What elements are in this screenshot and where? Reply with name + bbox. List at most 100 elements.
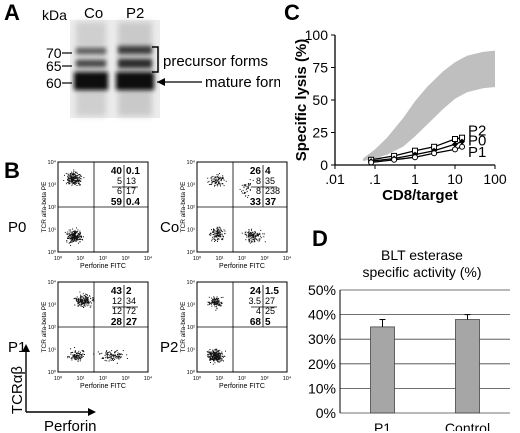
band-p2-mature <box>116 72 154 90</box>
y-tick-label: 10⁰ <box>48 369 57 376</box>
flow-sample-label: P1 <box>8 339 26 356</box>
data-point <box>459 138 466 145</box>
inner-bl-value: 6 <box>117 186 122 196</box>
marker-65: 65 <box>46 58 62 74</box>
data-point <box>431 150 438 157</box>
y-tick-label: 10² <box>48 205 56 211</box>
inner-tl-value: 8 <box>256 176 261 186</box>
band-co-70 <box>76 48 106 54</box>
y-tick-label: 10³ <box>48 183 56 189</box>
inner-tr-value: 34 <box>126 296 136 306</box>
inner-bl-value: 8 <box>256 186 261 196</box>
x-tick-label: 10³ <box>122 256 130 262</box>
cytotoxicity-chart: 0 25 50 75 100 .01 .1 1 10 100 CD8/target Specific … <box>293 27 507 204</box>
inner-br-value: 238 <box>265 186 280 196</box>
quadrant-tl-value: 24 <box>250 286 262 297</box>
x-tick-label: .1 <box>369 171 381 187</box>
y-tick-label: 10⁴ <box>187 159 196 166</box>
panel-letter-a: A <box>4 0 20 25</box>
x-tick-label: 10² <box>238 256 246 262</box>
y-tick-label: 20% <box>308 356 336 372</box>
flow-y-label: TCR alfa-beta PE <box>41 301 48 353</box>
western-blot-panel: kDa Co P2 70 65 60 precursor forms matur… <box>42 5 280 118</box>
quadrant-tr-value: 1.5 <box>265 286 279 297</box>
outer-x-label: Perforin <box>44 418 97 433</box>
normal-range-band <box>363 50 495 162</box>
category-label: P1 <box>374 420 391 431</box>
x-tick-label: 10² <box>99 256 107 262</box>
y-tick-label: 10⁴ <box>187 279 196 286</box>
y-tick-label: 10² <box>48 325 56 331</box>
x-tick-label: 10 <box>447 171 463 187</box>
y-tick-label: 10¹ <box>48 228 56 234</box>
y-tick-label: 10² <box>187 325 195 331</box>
x-tick-label: 10³ <box>261 256 269 262</box>
lane-label-co: Co <box>84 5 103 22</box>
data-point <box>452 136 458 142</box>
y-tick-label: 10³ <box>187 183 195 189</box>
band-co-mature <box>74 72 108 90</box>
x-tick-label: 10¹ <box>216 256 224 262</box>
flow-events <box>206 296 226 365</box>
chart-title: BLT esterase <box>381 248 463 263</box>
x-tick-label: 10¹ <box>77 256 85 262</box>
flow-y-label: TCR alfa-beta PE <box>180 181 187 233</box>
x-tick-label: 100 <box>483 171 507 187</box>
marker-70: 70 <box>46 45 62 61</box>
x-tick-label: 10¹ <box>216 376 224 382</box>
marker-60: 60 <box>46 75 62 91</box>
inner-bl-value: 12 <box>112 306 122 316</box>
quadrant-tr-value: 2 <box>126 286 132 297</box>
flow-y-label: TCR alfa-beta PE <box>41 181 48 233</box>
x-tick-label: 10⁴ <box>144 375 153 382</box>
x-tick-label: 10⁰ <box>193 375 202 382</box>
lane-smear-co <box>76 22 106 116</box>
y-tick-label: 25 <box>312 125 328 141</box>
mature-label: mature form <box>205 74 280 91</box>
inner-tl-value: 3.5 <box>248 296 261 306</box>
quadrant-tl-value: 40 <box>111 166 123 177</box>
y-tick-label: 10⁰ <box>48 249 57 256</box>
chart-title: specific activity (%) <box>362 264 481 280</box>
bar-control <box>455 319 480 414</box>
band-co-65 <box>76 60 106 67</box>
panel-letter-b: B <box>4 158 20 183</box>
quadrant-tr-value: 4 <box>265 166 271 177</box>
y-tick-label: 30% <box>308 331 336 347</box>
y-tick-label: 75 <box>312 60 328 76</box>
series-label: P2 <box>468 123 486 140</box>
flow-events <box>63 169 85 246</box>
quadrant-tr-value: 0.1 <box>126 166 140 177</box>
x-tick-label: 10⁰ <box>54 255 63 262</box>
lane-label-p2: P2 <box>126 5 144 22</box>
data-point <box>459 143 466 150</box>
quadrant-bl-value: 68 <box>250 317 262 328</box>
series-label: P0 <box>468 133 486 150</box>
panel-letter-c: C <box>284 0 300 25</box>
data-point <box>452 146 458 153</box>
x-tick-label: 1 <box>411 171 419 187</box>
y-tick-label: 100 <box>305 27 329 43</box>
data-point <box>368 159 375 166</box>
x-tick-label: 10⁴ <box>283 375 292 382</box>
y-tick-label: 10² <box>187 205 195 211</box>
y-axis-label: Specific lysis (%) <box>293 39 310 162</box>
quadrant-br-value: 5 <box>265 317 271 328</box>
series-p2: P2 <box>368 123 486 163</box>
y-tick-label: 10% <box>308 380 336 396</box>
y-tick-label: 10³ <box>48 303 56 309</box>
quadrant-bl-value: 33 <box>250 197 262 208</box>
y-tick-label: 10⁴ <box>48 159 57 166</box>
y-tick-label: 10⁰ <box>187 369 196 376</box>
y-tick-label: 10¹ <box>187 348 195 354</box>
x-tick-label: 10² <box>238 376 246 382</box>
y-tick-label: 40% <box>308 307 336 323</box>
precursor-bracket <box>152 46 159 73</box>
data-point <box>452 141 458 148</box>
inner-bl-value: 4 <box>256 306 261 316</box>
quadrant-br-value: 27 <box>126 317 138 328</box>
inner-br-value: 72 <box>126 306 136 316</box>
